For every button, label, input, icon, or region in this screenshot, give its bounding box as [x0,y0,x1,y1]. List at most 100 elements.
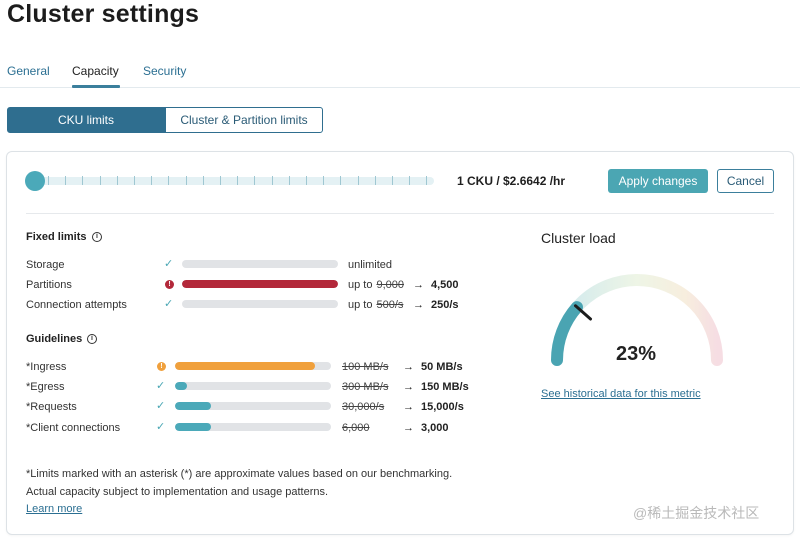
cku-slider-track[interactable] [34,177,434,185]
guideline-usage-fill [175,362,316,370]
watermark: @稀土掘金技术社区 [633,505,760,521]
slider-tick [134,176,135,185]
arrow-icon: → [403,381,414,393]
cluster-load-title: Cluster load [541,230,616,246]
limit-label: Connection attempts [26,299,127,311]
tab-bar: General Capacity Security [0,62,800,88]
slider-tick [374,176,376,185]
slider-tick [254,176,256,185]
limit-label: Storage [26,259,65,271]
guideline-new-value: 3,000 [421,422,449,434]
slider-tick [426,176,428,185]
limit-prefix: up to [348,279,373,291]
limit-usage-fill [182,280,338,288]
limit-new-value: 4,500 [431,279,459,291]
guideline-new-value: 50 MB/s [421,361,463,373]
guideline-usage-bar [175,402,331,410]
slider-tick [116,176,118,185]
footnote-line-1: *Limits marked with an asterisk (*) are … [26,468,453,480]
page-title: Cluster settings [7,0,200,28]
warning-icon: ! [157,362,166,371]
arrow-icon: → [403,401,414,413]
slider-tick [185,176,187,185]
slider-tick [99,176,101,185]
cluster-load-gauge [551,274,723,366]
tab-security[interactable]: Security [143,64,187,78]
slider-tick [168,176,170,185]
fixed-limits-heading: Fixed limits [26,231,87,243]
check-icon: ✓ [164,258,174,270]
check-icon: ✓ [156,421,166,433]
historical-data-link[interactable]: See historical data for this metric [541,388,701,400]
guideline-usage-fill [175,402,211,410]
footnote-line-2: Actual capacity subject to implementatio… [26,486,329,498]
guideline-old-value: 300 MB/s [342,381,389,393]
arrow-icon: → [403,361,414,373]
error-icon: ! [165,280,174,289]
limit-usage-bar [182,260,338,268]
gauge-needle [574,304,592,321]
guideline-label: *Egress [26,381,65,393]
card-divider [26,213,774,214]
segment-cku-limits[interactable]: CKU limits [7,107,165,133]
limit-value: unlimited [348,259,393,271]
guideline-usage-fill [175,423,211,431]
limit-old-value: 9,000 [376,279,404,291]
limit-current: up to 500/s [348,299,403,311]
limit-old-value: 500/s [376,299,404,311]
slider-tick [357,176,359,185]
guideline-old-value: 6,000 [342,422,370,434]
guidelines-heading: Guidelines [26,333,83,345]
guideline-label: *Client connections [26,422,121,434]
check-icon: ✓ [156,380,166,392]
slider-tick [340,176,342,185]
slider-tick [220,176,221,185]
cku-slider-thumb[interactable] [25,171,45,191]
gauge-value-arc [551,301,583,366]
guideline-usage-fill [175,382,188,390]
arrow-icon: → [413,299,424,311]
limit-usage-bar [182,300,338,308]
guideline-new-value: 15,000/s [421,401,464,413]
info-icon[interactable]: i [87,334,97,344]
slider-tick [151,176,153,185]
slider-tick [323,176,325,185]
tab-general[interactable]: General [7,64,50,78]
segment-cluster-partition-limits[interactable]: Cluster & Partition limits [165,107,323,133]
cluster-load-value: 23% [615,343,657,365]
slider-tick [392,176,393,185]
guideline-usage-bar [175,382,331,390]
active-tab-indicator [72,85,120,88]
slider-tick [271,176,273,185]
learn-more-link[interactable]: Learn more [26,503,83,515]
slider-tick [65,176,67,185]
check-icon: ✓ [164,298,174,310]
slider-tick [82,176,84,185]
guideline-old-value: 100 MB/s [342,361,389,373]
limit-current: up to 9,000 [348,279,404,291]
cku-price-label: 1 CKU / $2.6642 /hr [457,174,566,188]
guideline-new-value: 150 MB/s [421,381,469,393]
slider-tick [306,176,307,185]
slider-tick [409,176,411,185]
info-icon[interactable]: i [92,232,102,242]
arrow-icon: → [413,279,424,291]
guideline-label: *Ingress [26,361,67,373]
slider-tick [288,176,290,185]
arrow-icon: → [403,422,414,434]
slider-tick [237,176,239,185]
check-icon: ✓ [156,400,166,412]
slider-tick [48,176,49,185]
guideline-label: *Requests [26,401,77,413]
guideline-old-value: 30,000/s [342,401,385,413]
guideline-usage-bar [175,423,331,431]
limit-usage-bar [182,280,338,288]
limit-label: Partitions [26,279,72,291]
limit-new-value: 250/s [431,299,459,311]
guideline-usage-bar [175,362,331,370]
cancel-button[interactable]: Cancel [717,169,774,193]
tab-capacity[interactable]: Capacity [72,64,119,78]
apply-changes-button[interactable]: Apply changes [608,169,708,193]
capacity-card [6,151,794,535]
slider-tick [202,176,204,185]
